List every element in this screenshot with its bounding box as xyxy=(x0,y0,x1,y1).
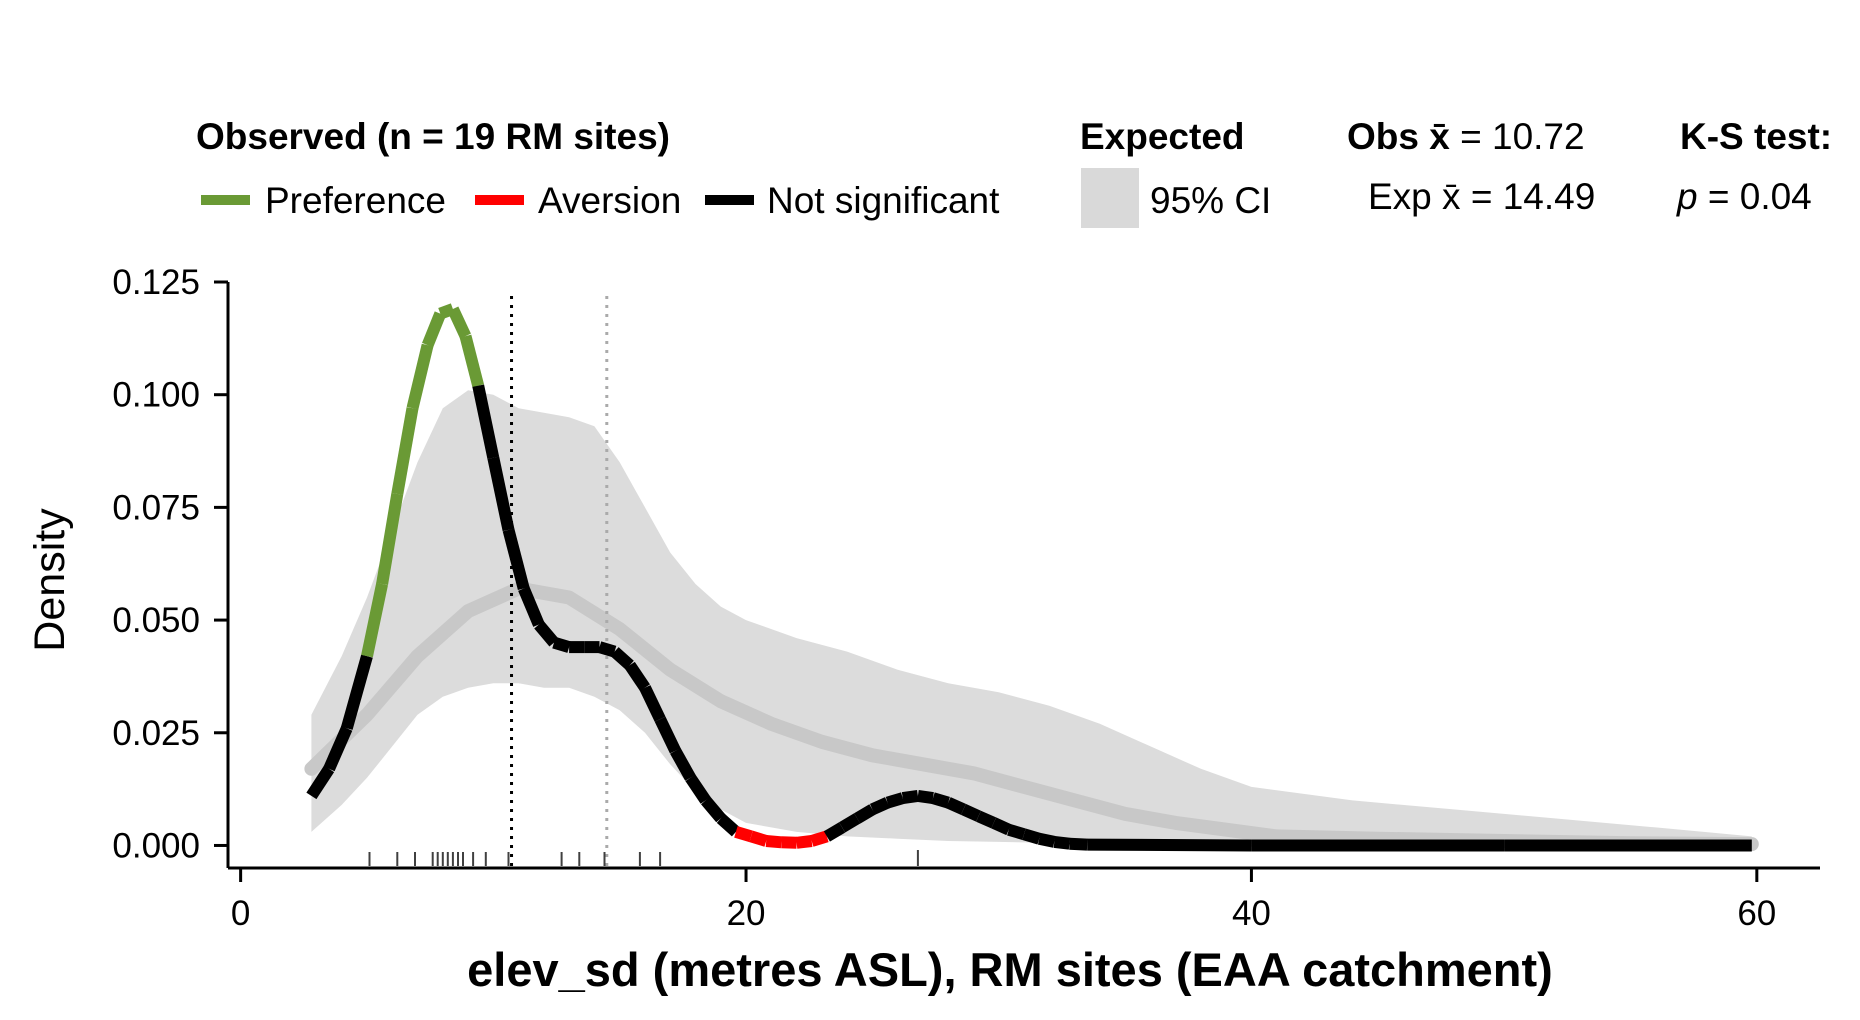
observed-segment-ns xyxy=(487,456,515,532)
legend-preference-swatch xyxy=(201,195,250,205)
observed-segment-ns xyxy=(1069,837,1088,851)
observed-segment-ns xyxy=(901,789,919,805)
y-tick-label: 0.125 xyxy=(112,263,200,302)
legend-observed-title: Observed (n = 19 RM sites) xyxy=(196,116,670,157)
observed-segment-ns xyxy=(670,747,696,781)
observed-segment-pref xyxy=(361,582,388,658)
observed-segment-ns xyxy=(1022,828,1041,845)
observed-segment-ns xyxy=(917,789,934,805)
legend-not-significant-swatch xyxy=(705,195,754,205)
observed-segment-ns xyxy=(1037,832,1056,848)
observed-segment-pref xyxy=(376,492,404,585)
y-tick-label: 0.050 xyxy=(112,601,200,640)
x-tick-label: 0 xyxy=(231,894,250,933)
legend-ks-test: K-S test: p = 0.04 xyxy=(1676,116,1832,217)
observed-segment-aver xyxy=(809,830,829,847)
obs-mean-label: Obs xyxy=(1347,116,1419,157)
observed-segment-ns xyxy=(991,817,1012,836)
observed-segment-aver xyxy=(734,826,753,843)
observed-segment-pref xyxy=(422,311,446,348)
ks-test-title: K-S test: xyxy=(1680,116,1832,157)
observed-segment-ns xyxy=(1087,838,1252,852)
observed-segment-ns xyxy=(960,803,981,822)
observed-segment-ns xyxy=(534,620,559,647)
observed-segment-ns xyxy=(716,813,740,837)
observed-segment-ns xyxy=(854,804,876,824)
observed-segment-ns xyxy=(624,661,650,692)
observed-segment-ns xyxy=(976,810,997,829)
observed-segment-ns xyxy=(823,822,846,842)
rug-marks xyxy=(368,850,919,866)
x-tick-label: 20 xyxy=(727,894,766,933)
legend-means: Obs x̄ = 10.72 Exp x̄ = 14.49 xyxy=(1347,116,1595,217)
legend-aversion-label: Aversion xyxy=(538,180,681,221)
obs-mean-value: = 10.72 xyxy=(1460,116,1584,157)
observed-segment-ns xyxy=(341,654,373,730)
x-tick-label: 60 xyxy=(1737,894,1776,933)
legend-ci-label: 95% CI xyxy=(1150,180,1271,221)
legend-ci-swatch xyxy=(1081,168,1139,228)
legend-expected: Expected 95% CI xyxy=(1080,116,1271,228)
observed-segment-ns xyxy=(885,792,905,809)
observed-segment-ns xyxy=(1007,823,1026,840)
ci-band-area xyxy=(311,390,1752,845)
observed-segment-ns xyxy=(323,725,353,772)
observed-segment-aver xyxy=(781,836,797,849)
observed-segment-aver xyxy=(795,835,813,849)
observed-segment-ns xyxy=(685,774,711,804)
observed-segment-pref xyxy=(438,303,455,320)
legend-not-significant-label: Not significant xyxy=(767,180,1000,221)
axes: 0.000 0.025 0.050 0.075 0.100 0.125 0 20 40 60 xyxy=(112,263,1820,933)
legend-expected-title: Expected xyxy=(1080,116,1245,157)
exp-mean-text: Exp x̄ = 14.49 xyxy=(1368,176,1595,217)
observed-density-curve xyxy=(306,303,1752,852)
y-tick-label: 0.075 xyxy=(112,488,200,527)
observed-segment-ns xyxy=(869,797,890,815)
expected-ci-band xyxy=(311,390,1752,845)
observed-segment-ns xyxy=(931,792,950,809)
observed-segment-ns xyxy=(502,528,530,591)
legend-preference-label: Preference xyxy=(265,180,446,221)
observed-segment-pref xyxy=(447,306,471,339)
ks-p-value: = 0.04 xyxy=(1708,176,1812,217)
observed-segment-ns xyxy=(701,796,726,823)
observed-segment-pref xyxy=(391,407,419,495)
expected-mean-path xyxy=(304,581,1759,852)
observed-segment-aver xyxy=(765,835,782,849)
observed-segment-ns xyxy=(945,797,966,815)
exp-mean-label: Exp xyxy=(1368,176,1432,217)
observed-segment-pref xyxy=(459,334,485,388)
observed-segment-ns xyxy=(306,765,335,800)
observed-segment-ns xyxy=(654,716,681,754)
obs-mean-text: Obs x̄ = 10.72 xyxy=(1347,116,1585,157)
x-axis-title: elev_sd (metres ASL), RM sites (EAA catc… xyxy=(467,943,1553,996)
exp-mean-value: = 14.49 xyxy=(1471,176,1595,217)
observed-segment-aver xyxy=(749,830,768,847)
y-tick-label: 0.100 xyxy=(112,376,200,415)
observed-segment-ns xyxy=(610,647,634,670)
ks-p-symbol: p xyxy=(1676,176,1698,217)
obs-mean-symbol: x̄ xyxy=(1429,116,1450,157)
ks-p-text: p = 0.04 xyxy=(1676,176,1812,217)
observed-segment-ns xyxy=(472,384,500,460)
observed-segment-ns xyxy=(1053,835,1071,850)
x-tick-label: 40 xyxy=(1232,894,1271,933)
observed-segment-pref xyxy=(406,343,434,410)
y-tick-label: 0.000 xyxy=(112,826,200,865)
y-tick-label: 0.025 xyxy=(112,714,200,753)
y-axis-title: Density xyxy=(26,508,74,652)
legend-observed: Observed (n = 19 RM sites) Preference Av… xyxy=(196,116,1000,221)
observed-segment-ns xyxy=(552,636,571,653)
expected-mean-line xyxy=(304,581,1759,852)
exp-mean-symbol: x̄ xyxy=(1442,176,1461,217)
observed-segment-ns xyxy=(639,685,666,722)
observed-segment-ns xyxy=(518,586,545,627)
observed-segment-ns xyxy=(597,641,617,658)
legend-aversion-swatch xyxy=(475,195,524,205)
observed-segment-ns xyxy=(839,813,861,833)
